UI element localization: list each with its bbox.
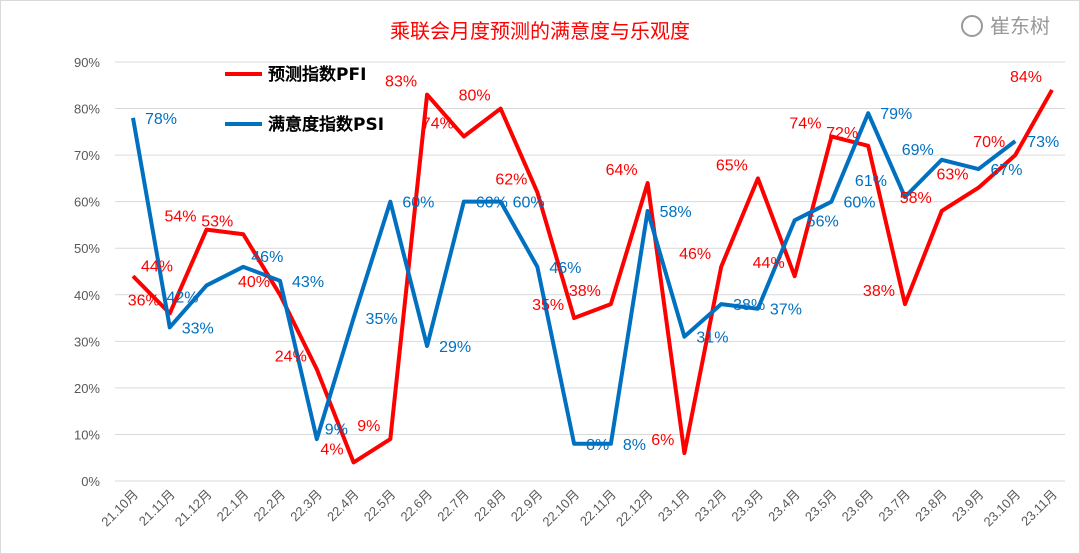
data-label: 38%	[733, 297, 765, 314]
data-label: 73%	[1027, 134, 1059, 151]
x-tick-label: 22.1月	[214, 487, 252, 525]
y-tick-label: 50%	[74, 241, 100, 256]
data-label: 8%	[586, 437, 609, 454]
data-label: 38%	[569, 283, 601, 300]
data-label: 44%	[753, 255, 785, 272]
x-tick-label: 22.11月	[577, 487, 619, 529]
data-label: 60%	[513, 195, 545, 212]
data-label: 58%	[660, 204, 692, 221]
watermark: 崔东树	[961, 14, 1050, 38]
data-label: 83%	[385, 74, 417, 91]
x-tick-label: 22.7月	[434, 487, 472, 525]
x-tick-label: 23.5月	[802, 487, 840, 525]
data-label: 35%	[366, 311, 398, 328]
y-tick-label: 40%	[74, 288, 100, 303]
y-tick-label: 0%	[81, 474, 100, 489]
y-tick-label: 80%	[74, 102, 100, 117]
legend-label-pfi: 预测指数PFI	[268, 64, 366, 85]
psi-line	[131, 111, 1017, 446]
data-label: 74%	[422, 115, 454, 132]
x-tick-label: 22.2月	[250, 487, 288, 525]
data-label: 60%	[402, 195, 434, 212]
data-label: 36%	[128, 292, 160, 309]
data-label: 46%	[679, 246, 711, 263]
y-tick-label: 20%	[74, 381, 100, 396]
data-label: 6%	[651, 432, 674, 449]
data-label: 60%	[476, 195, 508, 212]
data-label: 61%	[855, 173, 887, 190]
data-label: 84%	[1010, 69, 1042, 86]
data-label: 72%	[826, 125, 858, 142]
data-label: 79%	[880, 106, 912, 123]
x-tick-label: 22.10月	[539, 487, 582, 530]
wechat-icon	[961, 15, 983, 37]
legend-label-psi: 满意度指数PSI	[268, 114, 384, 135]
x-tick-label: 23.3月	[728, 487, 766, 525]
data-label: 69%	[902, 142, 934, 159]
legend: 预测指数PFI 满意度指数PSI	[225, 64, 384, 135]
data-label: 80%	[459, 88, 491, 105]
data-label: 74%	[789, 115, 821, 132]
data-label: 64%	[606, 162, 638, 179]
data-label: 58%	[900, 190, 932, 207]
data-label: 33%	[182, 320, 214, 337]
x-tick-label: 23.2月	[692, 487, 730, 525]
x-tick-label: 23.4月	[765, 487, 803, 525]
data-label: 65%	[716, 157, 748, 174]
data-label: 24%	[275, 348, 307, 365]
y-tick-label: 90%	[74, 55, 100, 70]
data-label: 9%	[325, 421, 348, 438]
data-label: 62%	[495, 171, 527, 188]
data-label: 40%	[238, 274, 270, 291]
x-tick-label: 23.1月	[655, 487, 693, 525]
data-label: 38%	[863, 283, 895, 300]
watermark-text: 崔东树	[990, 14, 1050, 38]
y-tick-label: 60%	[74, 195, 100, 210]
x-tick-label: 21.10月	[98, 487, 141, 530]
chart-title: 乘联会月度预测的满意度与乐观度	[390, 19, 690, 43]
data-label: 54%	[164, 209, 196, 226]
x-tick-label: 22.5月	[361, 487, 399, 525]
data-label: 43%	[292, 274, 324, 291]
data-label: 29%	[439, 339, 471, 356]
data-label: 60%	[843, 195, 875, 212]
data-label: 42%	[166, 289, 198, 306]
data-label: 46%	[251, 249, 283, 266]
data-label: 70%	[973, 134, 1005, 151]
x-tick-label: 22.6月	[398, 487, 436, 525]
x-tick-label: 22.4月	[324, 487, 362, 525]
x-tick-label: 23.8月	[912, 487, 950, 525]
x-tick-label: 23.7月	[875, 487, 913, 525]
y-tick-label: 70%	[74, 148, 100, 163]
data-label: 46%	[549, 260, 581, 277]
data-label: 4%	[320, 441, 343, 458]
data-label: 63%	[936, 167, 968, 184]
y-tick-label: 10%	[74, 427, 100, 442]
x-tick-label: 22.8月	[471, 487, 509, 525]
data-label: 35%	[532, 297, 564, 314]
x-tick-label: 23.10月	[981, 487, 1024, 530]
x-tick-label: 21.12月	[172, 487, 215, 530]
data-label: 31%	[696, 330, 728, 347]
y-tick-label: 30%	[74, 334, 100, 349]
x-tick-label: 22.12月	[613, 487, 656, 530]
data-label: 67%	[990, 162, 1022, 179]
x-tick-label: 22.3月	[287, 487, 325, 525]
data-label: 56%	[807, 213, 839, 230]
data-label: 44%	[141, 258, 173, 275]
data-label: 37%	[770, 302, 802, 319]
data-label: 9%	[357, 418, 380, 435]
data-label: 8%	[623, 437, 646, 454]
data-label: 53%	[201, 213, 233, 230]
data-label: 78%	[145, 111, 177, 128]
x-tick-label: 23.6月	[839, 487, 877, 525]
x-tick-label: 21.11月	[136, 487, 178, 529]
x-tick-label: 23.11月	[1018, 487, 1060, 529]
